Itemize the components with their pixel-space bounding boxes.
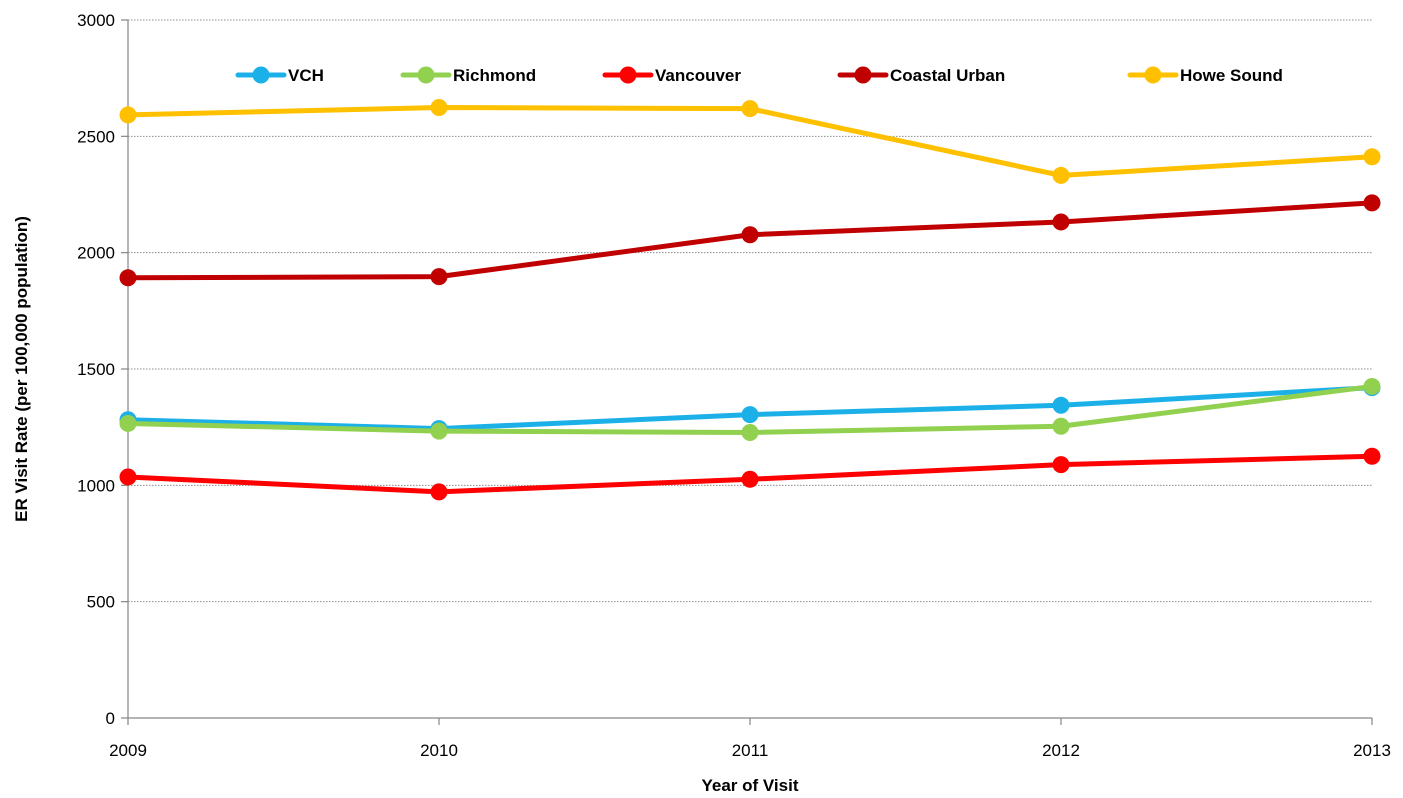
data-point	[1363, 148, 1381, 166]
x-tick-label: 2012	[1042, 741, 1080, 760]
legend-label: Coastal Urban	[890, 66, 1005, 85]
data-point	[430, 98, 448, 116]
series-coastal-urban	[119, 194, 1381, 287]
x-tick-labels: 2009 2010 2011 2012 2013	[109, 741, 1391, 760]
y-axis-title: ER Visit Rate (per 100,000 population)	[12, 216, 31, 522]
data-point	[741, 424, 759, 442]
legend-label: VCH	[288, 66, 324, 85]
data-point	[430, 268, 448, 286]
series-line	[125, 104, 1375, 178]
legend-item: VCH	[235, 66, 324, 85]
data-point	[1052, 417, 1070, 435]
legend: VCH Richmond Vancouver Coastal Urban Howe So…	[235, 66, 1283, 85]
y-tick-label: 1000	[77, 476, 115, 495]
series-lines	[119, 98, 1381, 501]
legend-swatch-marker	[619, 66, 637, 84]
legend-swatch-marker	[252, 66, 270, 84]
x-tick-label: 2009	[109, 741, 147, 760]
data-point	[430, 483, 448, 501]
x-axis-title: Year of Visit	[701, 776, 798, 795]
legend-item: Vancouver	[602, 66, 741, 85]
data-point	[741, 470, 759, 488]
y-tick-label: 2500	[77, 127, 115, 146]
legend-label: Howe Sound	[1180, 66, 1283, 85]
legend-swatch-marker	[1144, 66, 1162, 84]
data-point	[119, 468, 137, 486]
y-tick-labels: 0 500 1000 1500 2000 2500 3000	[77, 11, 115, 728]
data-point	[741, 406, 759, 424]
y-tick-label: 3000	[77, 11, 115, 30]
x-tick-label: 2013	[1353, 741, 1391, 760]
data-point	[1052, 396, 1070, 414]
y-tick-label: 2000	[77, 244, 115, 263]
series-richmond	[119, 377, 1381, 442]
data-point	[1052, 456, 1070, 474]
y-tick-label: 1500	[77, 360, 115, 379]
gridlines	[121, 19, 1373, 725]
legend-item: Coastal Urban	[837, 66, 1005, 85]
legend-label: Vancouver	[655, 66, 741, 85]
data-point	[1363, 377, 1381, 395]
data-point	[1052, 166, 1070, 184]
axes	[127, 20, 1372, 719]
y-tick-label: 500	[87, 593, 115, 612]
legend-item: Howe Sound	[1127, 66, 1283, 85]
legend-swatch-marker	[417, 66, 435, 84]
data-point	[1363, 194, 1381, 212]
data-point	[119, 269, 137, 287]
data-point	[1363, 447, 1381, 465]
data-point	[430, 422, 448, 440]
data-point	[1052, 213, 1070, 231]
series-howe-sound	[119, 98, 1381, 184]
series-vancouver	[119, 447, 1381, 501]
legend-label: Richmond	[453, 66, 536, 85]
data-point	[119, 106, 137, 124]
legend-swatch-marker	[854, 66, 872, 84]
data-point	[741, 226, 759, 244]
legend-item: Richmond	[400, 66, 536, 85]
x-tick-label: 2010	[420, 741, 458, 760]
data-point	[741, 100, 759, 118]
y-tick-label: 0	[106, 709, 115, 728]
data-point	[119, 414, 137, 432]
x-tick-label: 2011	[732, 741, 769, 760]
